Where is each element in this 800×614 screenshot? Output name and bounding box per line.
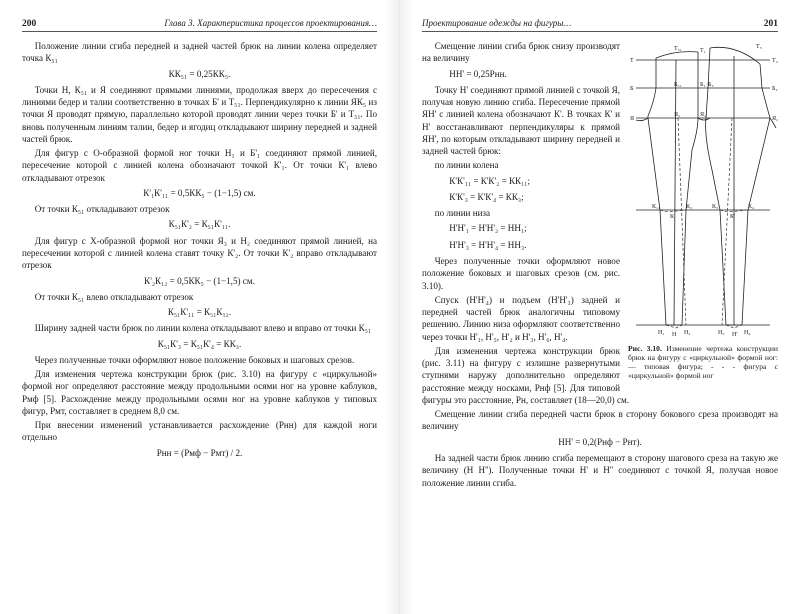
formula: К'₂К₁₂ = 0,5КК₅ − (1−1,5) см. [22, 275, 377, 287]
page-left: 200 Глава 3. Характеристика процессов пр… [0, 0, 400, 614]
para: Положение линии сгиба передней и задней … [22, 40, 377, 65]
para: Ширину задней части брюк по линии колена… [22, 322, 377, 334]
para: Через полученные точки оформляют новое п… [22, 354, 377, 366]
svg-text:Т₃: Т₃ [756, 44, 762, 50]
running-title-right: Проектирование одежды на фигуры… [422, 18, 571, 28]
para: На задней части брюк линию сгиба перемещ… [422, 452, 778, 489]
svg-text:Б₅₁: Б₅₁ [674, 82, 682, 88]
svg-text:Т₅₁: Т₅₁ [674, 46, 682, 52]
svg-text:Н: Н [672, 332, 677, 338]
page-right: Проектирование одежды на фигуры… 201 [400, 0, 800, 614]
svg-text:К': К' [730, 214, 735, 220]
formula: К'₁К'₁₁ = 0,5КК₅ − (1−1,5) см. [22, 187, 377, 199]
para: Точки Н, К₅₁ и Я соединяют прямыми линия… [22, 84, 377, 145]
svg-text:Т₁: Т₁ [700, 48, 706, 54]
svg-text:Н₁: Н₁ [658, 330, 664, 336]
formula: КК₅₁ = 0,25КК₅. [22, 68, 377, 80]
running-head-left: 200 Глава 3. Характеристика процессов пр… [22, 18, 377, 32]
svg-text:К: К [670, 214, 675, 220]
svg-text:Б₂: Б₂ [772, 86, 778, 92]
svg-text:Я: Я [630, 116, 634, 122]
para: Для фигур с O-образной формой ног точки … [22, 147, 377, 184]
svg-text:К₁₁: К₁₁ [652, 204, 660, 210]
gutter-shadow [385, 0, 399, 614]
body-text-right: ТТ₅₁Т₁ Т₃Т₂ ББ₅₁Б₁ Б₃Б₂ ЯЯ₅Я₁ Я₂ К₁₁КК₂ … [422, 40, 778, 489]
book-spread: 200 Глава 3. Характеристика процессов пр… [0, 0, 800, 614]
svg-text:Н₃: Н₃ [718, 330, 724, 336]
formula: К₅₁К'₃ = К₅₁К'₄ = КК₃. [22, 338, 377, 350]
svg-text:Б₁: Б₁ [700, 82, 706, 88]
body-text-left: Положение линии сгиба передней и задней … [22, 40, 377, 459]
formula: НН' = 0,2(Рнф − Рнт). [422, 436, 778, 448]
svg-text:К₂: К₂ [686, 204, 692, 210]
svg-text:Б₃: Б₃ [708, 82, 714, 88]
running-title-left: Глава 3. Характеристика процессов проект… [164, 18, 377, 28]
svg-text:Я₂: Я₂ [772, 116, 778, 122]
formula: Рнн = (Рмф − Рмт) / 2. [22, 447, 377, 459]
page-number-left: 200 [22, 19, 36, 29]
para: При внесении изменений устанавливается р… [22, 419, 377, 444]
formula: К₅₁К'₁₁ = К₅₁К₁₂. [22, 306, 377, 318]
svg-text:Н₄: Н₄ [744, 330, 750, 336]
pattern-svg: ТТ₅₁Т₁ Т₃Т₂ ББ₅₁Б₁ Б₃Б₂ ЯЯ₅Я₁ Я₂ К₁₁КК₂ … [628, 40, 778, 340]
svg-text:Я₁: Я₁ [700, 112, 706, 118]
page-number-right: 201 [764, 19, 778, 29]
para: Для изменения чертежа конструкции брюк (… [22, 368, 377, 417]
svg-text:Т₂: Т₂ [772, 58, 778, 64]
para: От точки К₅₁ откладывают отрезок [22, 203, 377, 215]
figure-3-10: ТТ₅₁Т₁ Т₃Т₂ ББ₅₁Б₁ Б₃Б₂ ЯЯ₅Я₁ Я₂ К₁₁КК₂ … [628, 40, 778, 380]
svg-text:Т: Т [630, 58, 634, 64]
svg-text:К₃: К₃ [712, 204, 718, 210]
svg-text:Н₂: Н₂ [684, 330, 690, 336]
svg-text:К₄: К₄ [748, 204, 754, 210]
figure-caption: Рис. 3.10. Изменение чертежа конструкции… [628, 344, 778, 380]
caption-number: Рис. 3.10. [628, 344, 662, 353]
running-head-right: Проектирование одежды на фигуры… 201 [422, 18, 778, 32]
formula: К₅₁К'₂ = К₅₁К'₁₁. [22, 218, 377, 230]
para: От точки К₅₁ влево откладывают отрезок [22, 291, 377, 303]
gutter-shadow [400, 0, 414, 614]
para: Для фигур с X-образной формой ног точки … [22, 235, 377, 272]
svg-text:Б: Б [630, 86, 634, 92]
svg-text:Н': Н' [732, 332, 737, 338]
svg-text:Я₅: Я₅ [674, 112, 680, 118]
pattern-diagram: ТТ₅₁Т₁ Т₃Т₂ ББ₅₁Б₁ Б₃Б₂ ЯЯ₅Я₁ Я₂ К₁₁КК₂ … [628, 40, 778, 340]
para: Смещение линии сгиба передней части брюк… [422, 408, 778, 433]
